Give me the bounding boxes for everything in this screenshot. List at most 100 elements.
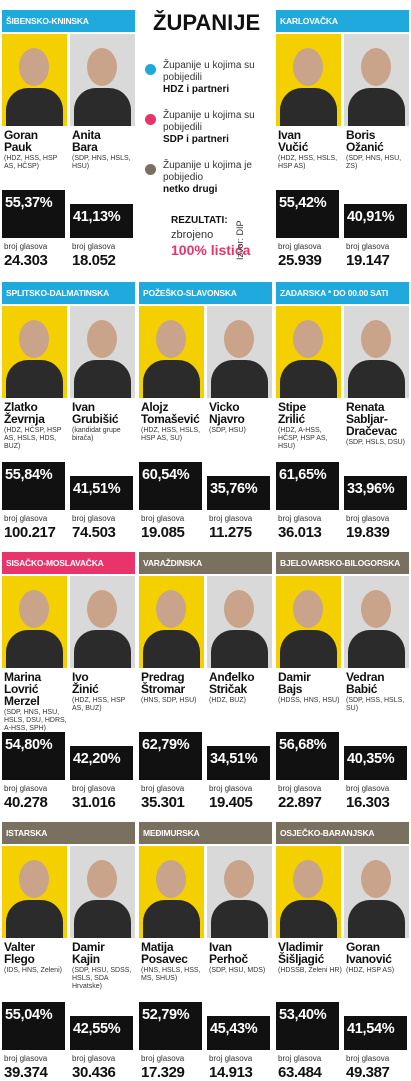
candidate-name: Vicko <box>209 400 240 414</box>
candidate-name: Posavec <box>141 952 188 966</box>
photo-head <box>293 590 323 628</box>
photo-head <box>19 860 49 898</box>
photo-head <box>293 48 323 86</box>
candidate-name: Renata <box>346 400 385 414</box>
candidate-photo <box>70 846 135 938</box>
candidate-photo <box>344 306 409 398</box>
candidate-photo <box>276 306 341 398</box>
percent-box: 61,65% <box>276 462 339 510</box>
candidate-info: Boris Ožanić (SDP, HNS, HSU, ZS) <box>346 129 410 171</box>
candidate-name: Vučić <box>278 140 309 154</box>
vote-count: 19.405 <box>209 794 253 811</box>
candidate-party: (IDS, HNS, Zeleni) <box>4 967 62 974</box>
percent-box: 53,40% <box>276 1002 339 1050</box>
vote-count: 63.484 <box>278 1064 322 1081</box>
candidate-party: (HDZ, HSP AS) <box>346 967 395 974</box>
candidate-info: Matija Posavec (HNS, HSLS, HSS, MS, SHUS) <box>141 941 205 983</box>
photo-body <box>6 88 63 126</box>
county-panel: VARAŽDINSKA Predrag Štromar (HNS, SDP, HSU)… <box>139 552 273 811</box>
candidate-party: (SDP, HSS, HSLS, SU) <box>346 697 405 712</box>
candidate-name: Pauk <box>4 140 32 154</box>
percent-box: 42,55% <box>70 1016 133 1050</box>
photo-body <box>143 360 200 398</box>
candidate-photo <box>344 846 409 938</box>
candidate-info: Vedran Babić (SDP, HSS, HSLS, SU) <box>346 671 410 713</box>
vote-label: broj glasova <box>346 784 390 793</box>
photo-head <box>87 860 117 898</box>
legend-text: Županije u kojima su pobijedili <box>163 60 255 83</box>
legend-bold: HDZ i partneri <box>163 84 230 95</box>
candidate-party: (SDP, HSU, SDSS, HSLS, SDA Hrvatske) <box>72 967 132 990</box>
photo-body <box>348 88 405 126</box>
source: Izvor: DIP <box>235 220 245 260</box>
candidate-info: Damir Bajs (HDSS, HNS, HSU) <box>278 671 342 705</box>
photo-head <box>87 48 117 86</box>
photo-body <box>6 360 63 398</box>
candidate-photo <box>139 306 204 398</box>
candidate-info: Zlatko Ževrnja (HDZ, HČSP, HSP AS, HSLS, H… <box>4 401 68 451</box>
percent-box: 52,79% <box>139 1002 202 1050</box>
candidate-party: (SDP, HSLS, DSU) <box>346 439 405 446</box>
photo-body <box>280 88 337 126</box>
candidate-info: Valter Flego (IDS, HNS, Zeleni) <box>4 941 68 975</box>
photo-body <box>211 630 268 668</box>
photo-head <box>361 590 391 628</box>
candidate-name: Žinić <box>72 682 99 696</box>
percent-box: 55,37% <box>2 190 65 238</box>
percent-box: 33,96% <box>344 476 407 510</box>
vote-count: 30.436 <box>72 1064 116 1081</box>
county-name: VARAŽDINSKA <box>139 552 272 574</box>
photo-body <box>74 630 131 668</box>
candidate-name: Dračevac <box>346 424 397 438</box>
county-name: KARLOVAČKA <box>276 10 409 32</box>
legend-text: Županije u kojima je pobijedio <box>163 160 252 183</box>
candidate-photo <box>139 576 204 668</box>
photo-body <box>6 630 63 668</box>
candidate-info: Renata Sabljar- Dračevac (SDP, HSLS, DSU) <box>346 401 410 447</box>
candidate-name: Boris <box>346 128 376 142</box>
candidate-name: Grubišić <box>72 412 119 426</box>
vote-label: broj glasova <box>209 514 253 523</box>
photo-head <box>293 860 323 898</box>
candidate-party: (SDP, HNS, HSLS, HSU) <box>72 155 131 170</box>
candidate-name: Predrag <box>141 670 185 684</box>
county-panel: BJELOVARSKO-BILOGORSKA Damir Bajs (HDSS, HN… <box>276 552 410 811</box>
percent-box: 55,84% <box>2 462 65 510</box>
candidate-name: Ivo <box>72 670 89 684</box>
photo-head <box>361 320 391 358</box>
percent-box: 45,43% <box>207 1016 270 1050</box>
vote-label: broj glasova <box>4 514 48 523</box>
results-label: REZULTATI: <box>171 215 228 226</box>
photo-body <box>348 360 405 398</box>
legend-bold: netko drugi <box>163 184 218 195</box>
candidate-party: (SDP, HNS, HSU, HSLS, DSU, HDRS, A-HSS, … <box>4 709 67 732</box>
candidate-photo <box>2 846 67 938</box>
vote-count: 24.303 <box>4 252 48 269</box>
candidate-name: Goran <box>4 128 38 142</box>
candidate-info: Anđelko Stričak (HDZ, BUZ) <box>209 671 273 705</box>
candidate-party: (HDZ, HSS, HSLS, HSP AS) <box>278 155 338 170</box>
percent-box: 55,42% <box>276 190 339 238</box>
county-name: OSJEČKO-BARANJSKA <box>276 822 409 844</box>
county-name: BJELOVARSKO-BILOGORSKA <box>276 552 409 574</box>
photo-head <box>87 320 117 358</box>
candidate-name: Stipe <box>278 400 306 414</box>
county-panel: ISTARSKA Valter Flego (IDS, HNS, Zeleni) 55,… <box>2 822 135 1081</box>
county-panel: MEĐIMURSKA Matija Posavec (HNS, HSLS, HSS, … <box>139 822 272 1081</box>
percent-box: 41,54% <box>344 1016 407 1050</box>
candidate-photo <box>276 846 341 938</box>
photo-head <box>19 590 49 628</box>
percent-box: 54,80% <box>2 732 65 780</box>
vote-label: broj glasova <box>209 784 253 793</box>
vote-label: broj glasova <box>278 242 322 251</box>
percent-box: 40,35% <box>344 746 407 780</box>
percent-box: 41,13% <box>70 204 133 238</box>
legend-dot <box>145 64 156 75</box>
candidate-party: (HDSSB, Zeleni HR) <box>278 967 342 974</box>
photo-body <box>348 630 405 668</box>
candidate-name: Damir <box>278 670 311 684</box>
percent-box: 60,54% <box>139 462 202 510</box>
vote-label: broj glasova <box>4 784 48 793</box>
candidate-photo <box>207 306 272 398</box>
